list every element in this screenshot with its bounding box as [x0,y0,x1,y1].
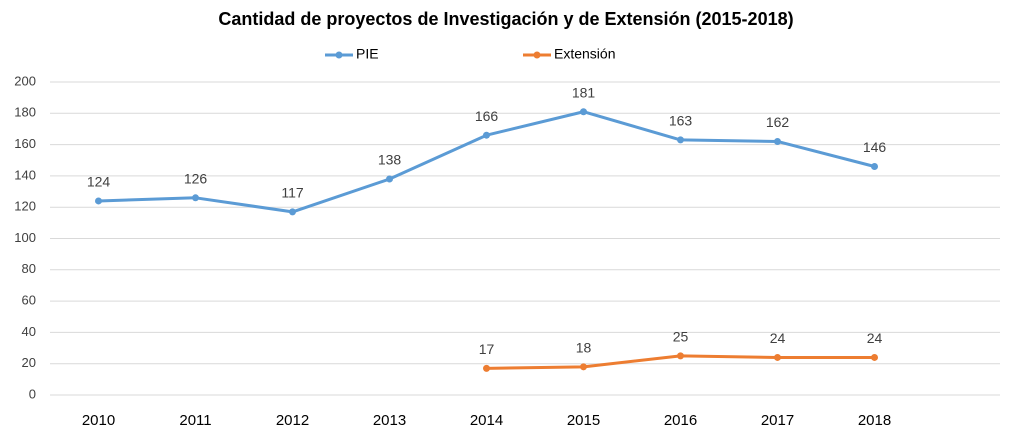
data-label: 162 [766,114,790,130]
data-label: 25 [673,329,689,345]
x-tick-label: 2017 [761,412,794,429]
data-label: 163 [669,113,693,129]
point [774,353,781,361]
legend-swatch-dot [533,51,541,59]
x-tick-label: 2016 [664,412,697,429]
legend-label: Extensión [554,46,615,62]
x-tick-label: 2011 [179,412,211,429]
data-label: 24 [770,330,786,346]
point [871,353,878,361]
y-tick-label: 180 [14,105,36,120]
y-tick-label: 60 [22,293,36,308]
legend-swatch-dot [335,51,343,59]
point [580,108,587,116]
x-tick-label: 2018 [858,412,891,429]
point [677,352,684,360]
y-tick-label: 160 [14,136,36,151]
x-tick-label: 2014 [470,412,503,429]
data-label: 166 [475,108,499,124]
data-label: 138 [378,152,402,168]
point [95,197,102,205]
x-tick-label: 2015 [567,412,600,429]
point [483,131,490,139]
legend-label: PIE [356,46,379,62]
point [774,137,781,145]
point [483,364,490,372]
y-tick-label: 40 [22,324,36,339]
data-label: 18 [576,340,592,356]
series-line [98,110,875,214]
point [677,136,684,144]
data-label: 181 [572,84,596,100]
data-label: 126 [184,171,208,187]
point [289,208,296,216]
y-tick-label: 100 [14,230,36,245]
data-label: 117 [281,185,304,201]
data-label: 124 [87,174,111,190]
x-tick-label: 2013 [373,412,406,429]
point [580,363,587,371]
chart-title: Cantidad de proyectos de Investigación y… [218,9,793,29]
y-tick-label: 80 [22,261,36,276]
y-tick-label: 20 [22,355,36,370]
point [386,175,393,183]
data-label: 24 [867,330,883,346]
y-tick-label: 140 [14,167,36,182]
y-tick-label: 0 [29,386,36,401]
x-tick-label: 2010 [82,412,115,429]
y-tick-label: 200 [14,73,36,88]
point [871,163,878,171]
data-label: 146 [863,139,887,155]
point [192,194,199,202]
data-label: 17 [479,341,495,357]
x-tick-label: 2012 [276,412,309,429]
y-tick-label: 120 [14,199,36,214]
